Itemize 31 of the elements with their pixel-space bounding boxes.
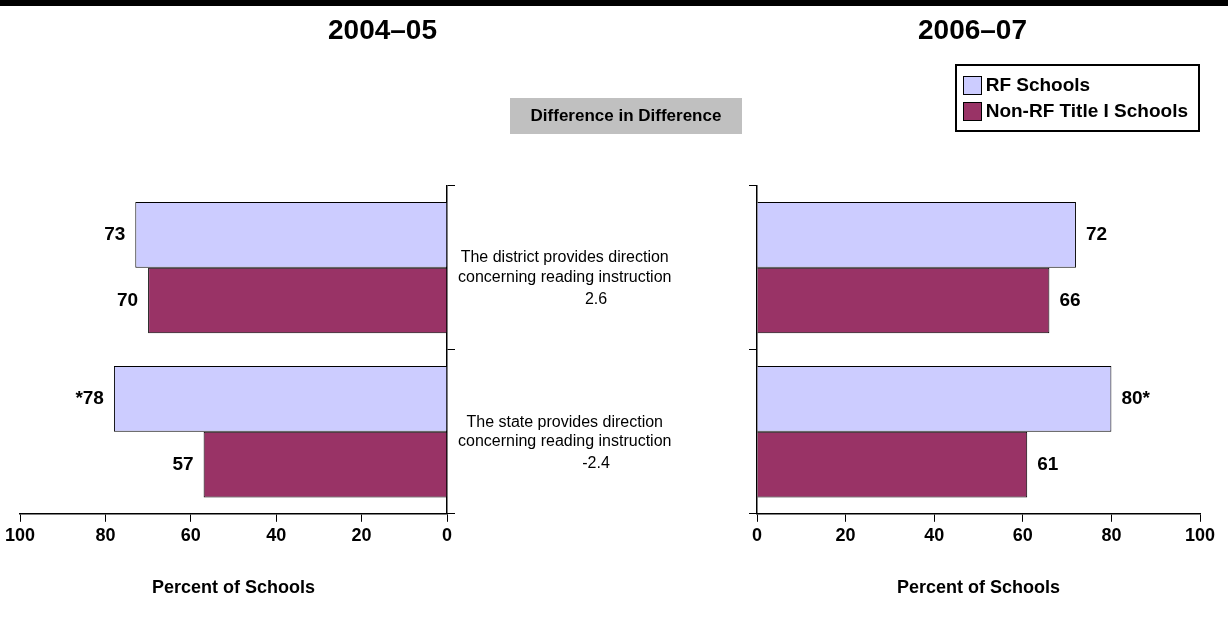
x-tick-label: 60 [1012,524,1033,545]
legend-label: Non-RF Title I Schools [985,100,1188,122]
x-tick-label: 20 [835,524,856,545]
x-tick-label: 20 [351,524,372,545]
x-axis-title: Percent of Schools [896,577,1061,598]
data-label: 70 [116,288,139,310]
data-label: 61 [1037,452,1059,474]
x-tick-label: 80 [95,524,116,545]
chart-title: 2006–07 [917,13,1028,45]
x-axis-title: Percent of Schools [151,577,316,598]
data-label: 73 [104,223,126,245]
data-label: 72 [1085,223,1108,245]
x-tick-label: 60 [180,524,201,545]
chart-title: 2004–05 [327,13,438,45]
data-label: *78 [75,387,104,409]
x-tick-label: 80 [1101,524,1122,545]
x-tick-label: 0 [751,524,763,545]
x-tick-label: 100 [4,524,36,545]
x-tick-label: 100 [1184,524,1216,545]
legend-label: RF Schools [985,74,1091,96]
data-label: 66 [1059,288,1081,310]
x-tick-label: 40 [924,524,945,545]
y-tick-label: The state provides direction concerning reading instruction [458,412,672,449]
y-tick-label: The district provides direction concerning reading instruction [458,248,672,285]
data-label: 80* [1121,387,1151,409]
data-label: 57 [172,452,194,474]
text: -2.4 [582,454,610,472]
text: 2.6 [584,290,608,308]
x-tick-label: 0 [441,524,453,545]
x-tick-label: 40 [266,524,287,545]
text: Difference in Difference [530,105,722,125]
